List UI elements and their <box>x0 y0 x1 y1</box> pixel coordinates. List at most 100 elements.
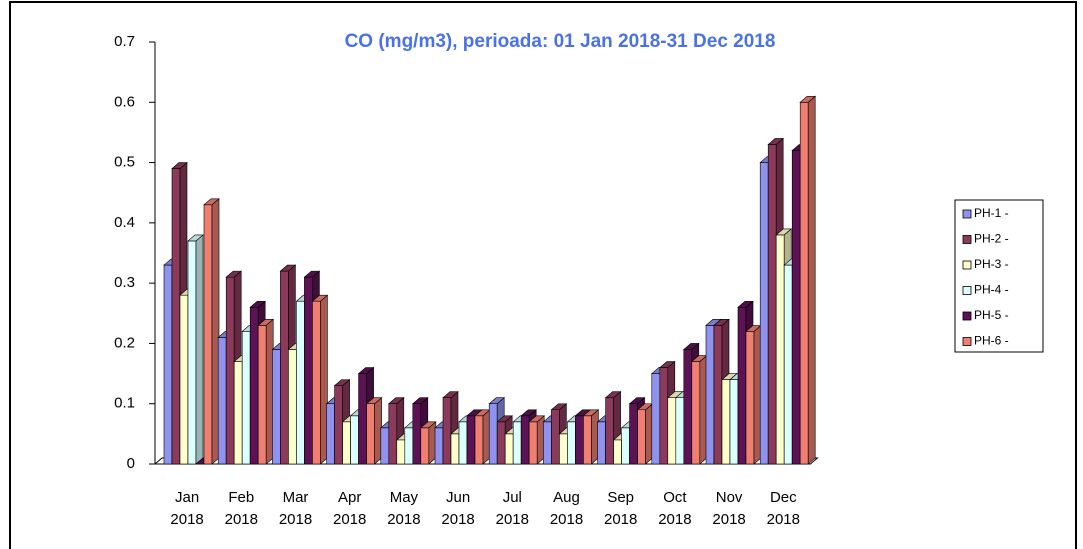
y-tick-label: 0.2 <box>114 334 135 351</box>
bar <box>613 439 622 465</box>
bar-top <box>171 162 188 169</box>
x-tick-label: Jul 2018 <box>495 489 529 528</box>
bar <box>683 349 693 465</box>
x-tick-label: Oct 2018 <box>658 489 692 528</box>
legend-swatch <box>962 286 972 295</box>
bar-top <box>225 270 243 278</box>
bar <box>659 367 669 465</box>
bar <box>551 409 560 465</box>
bar <box>171 168 181 465</box>
legend-label: PH-1 - <box>974 206 1009 220</box>
bar-top <box>799 95 817 103</box>
bar <box>775 234 785 465</box>
bar-top <box>628 397 646 405</box>
bar <box>605 397 614 465</box>
bar <box>504 433 514 465</box>
bar <box>691 361 701 465</box>
legend-swatch <box>962 235 972 244</box>
bar-top <box>387 397 405 405</box>
bar-top <box>303 270 321 278</box>
bar <box>567 421 576 465</box>
bar <box>759 162 769 465</box>
x-tick-label: Jan 2018 <box>170 489 204 528</box>
bar-top <box>775 228 793 236</box>
bar-top <box>682 343 700 350</box>
bar <box>729 379 739 465</box>
bar <box>342 421 351 465</box>
bar <box>783 264 793 465</box>
bar <box>233 361 243 465</box>
y-tick-label: 0.1 <box>114 395 135 412</box>
x-tick-label: May 2018 <box>387 489 421 528</box>
bar <box>575 415 584 465</box>
bar <box>651 373 661 465</box>
bar <box>474 415 484 465</box>
bar <box>350 415 359 465</box>
bar <box>412 403 422 465</box>
x-tick-label: Dec 2018 <box>766 489 800 528</box>
y-tick-label: 0.4 <box>114 214 135 231</box>
bar <box>225 276 235 465</box>
bar <box>667 397 677 465</box>
legend-swatch <box>962 209 972 219</box>
y-tick-label: 0.5 <box>114 154 135 171</box>
legend-label: PH-2 - <box>974 232 1009 246</box>
bar <box>520 415 530 465</box>
bar <box>179 294 189 465</box>
bar <box>288 349 297 465</box>
bar-top <box>249 300 267 308</box>
bar <box>296 300 305 465</box>
bar <box>450 433 460 465</box>
legend-swatch <box>962 337 972 346</box>
x-tick-label: Sep 2018 <box>604 489 638 528</box>
bar <box>396 439 406 465</box>
y-tick-label: 0 <box>127 455 135 472</box>
bar <box>217 337 227 465</box>
bar <box>791 150 801 465</box>
bar-top <box>187 234 204 242</box>
bar <box>257 325 267 465</box>
bar-top <box>550 403 568 411</box>
y-tick-label: 0.7 <box>114 33 135 50</box>
bar <box>512 421 522 465</box>
legend-label: PH-5 - <box>974 308 1009 322</box>
bar-top <box>357 367 375 374</box>
bar <box>272 349 281 465</box>
bar-side <box>807 95 816 465</box>
bar <box>675 397 685 465</box>
x-tick-label: Mar 2018 <box>278 489 313 528</box>
bar <box>621 427 630 465</box>
x-tick-label: Aug 2018 <box>549 489 584 528</box>
bar <box>187 240 197 465</box>
bar <box>366 403 375 465</box>
y-tick-label: 0.3 <box>114 274 135 291</box>
bar-top <box>311 294 329 302</box>
bar-top <box>333 379 351 386</box>
bar <box>203 204 213 465</box>
x-tick-label: Apr 2018 <box>333 489 367 528</box>
bar <box>637 409 646 465</box>
bar-top <box>496 415 514 423</box>
bar-top <box>713 319 730 326</box>
bar-top <box>442 391 459 398</box>
bar-top <box>767 138 785 145</box>
legend-swatch <box>962 260 972 270</box>
chart-border <box>9 1 1077 549</box>
bar <box>745 331 755 465</box>
bar-top <box>279 264 297 272</box>
bar <box>304 276 313 465</box>
bar <box>458 421 468 465</box>
bar <box>334 385 343 465</box>
y-tick-label: 0.6 <box>114 93 135 110</box>
x-tick-label: Jun 2018 <box>441 489 475 528</box>
bar-top <box>658 361 676 368</box>
bar <box>163 264 173 465</box>
legend-label: PH-6 - <box>974 334 1009 348</box>
bar-top <box>737 300 754 308</box>
bar <box>388 403 398 465</box>
bar <box>280 270 289 465</box>
bar <box>543 421 552 465</box>
bar-top <box>411 397 429 405</box>
bar <box>241 331 251 465</box>
